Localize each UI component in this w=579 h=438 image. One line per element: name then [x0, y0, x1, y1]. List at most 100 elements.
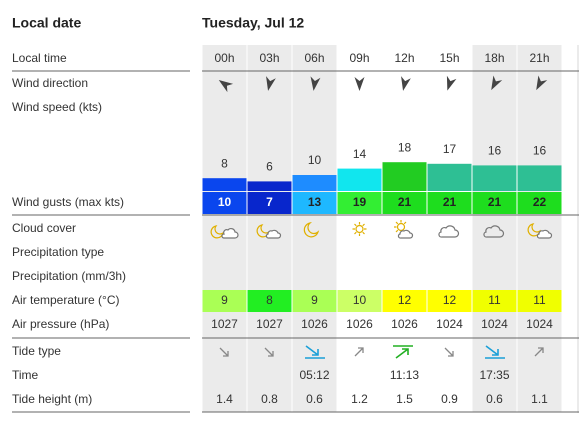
gust-value: 21	[398, 195, 412, 209]
night-column	[202, 45, 247, 412]
tide-height: 1.2	[351, 392, 368, 406]
wind-direction-arrows	[218, 75, 548, 93]
row-label: Wind direction	[12, 76, 88, 90]
tide-time: 05:12	[299, 368, 329, 382]
date: Tuesday, Jul 12	[202, 15, 304, 31]
tide-arrows	[219, 345, 544, 359]
wind-speed-label: 17	[443, 142, 457, 156]
low-tide-arrow	[485, 345, 505, 359]
temperature-value: 8	[266, 293, 273, 307]
night-column	[247, 45, 292, 412]
pressure-value: 1026	[346, 317, 373, 331]
hour-label: 21h	[529, 51, 549, 65]
night-column	[472, 45, 517, 412]
row-label: Time	[12, 368, 39, 382]
temperature-value: 11	[488, 293, 501, 307]
temperature-cell	[517, 290, 562, 312]
date-label: Local date	[12, 15, 81, 31]
temperature-value: 9	[221, 293, 228, 307]
row-label: Wind gusts (max kts)	[12, 195, 124, 209]
wind-arrow	[536, 75, 548, 91]
cloud-icon	[536, 229, 553, 239]
gust-cell	[247, 192, 292, 214]
sun-icon	[394, 220, 407, 233]
wind-speed-label: 18	[398, 140, 412, 154]
temperature-cell	[247, 290, 292, 312]
gust-cell	[427, 192, 472, 214]
gust-cell	[382, 192, 427, 214]
tide-arrow	[264, 347, 274, 357]
temperature-cell	[202, 290, 247, 312]
row-label: Tide height (m)	[12, 392, 92, 406]
tide-arrow	[354, 347, 364, 357]
wind-speed-label: 10	[308, 153, 322, 167]
gust-value: 10	[218, 195, 232, 209]
wind-arrow	[218, 79, 234, 93]
gust-cell	[517, 192, 562, 214]
hour-label: 12h	[394, 51, 414, 65]
pressure-value: 1024	[481, 317, 508, 331]
temperature-cell	[337, 290, 382, 312]
hour-label: 06h	[304, 51, 324, 65]
hour-label: 03h	[259, 51, 279, 65]
tide-height: 0.8	[261, 392, 278, 406]
row-label: Wind speed (kts)	[12, 100, 102, 114]
gust-cell	[472, 192, 517, 214]
tide-arrow	[534, 347, 544, 357]
gust-cell	[292, 192, 337, 214]
sun-icon	[352, 222, 367, 236]
cloud-icon	[221, 228, 239, 239]
wind-speed-bar	[382, 162, 427, 191]
tide-height: 0.9	[441, 392, 458, 406]
temperature-value: 12	[398, 293, 412, 307]
gust-value: 22	[533, 195, 547, 209]
wind-speed-bar	[337, 168, 382, 191]
temperature-value: 9	[311, 293, 318, 307]
temperature-cell	[472, 290, 517, 312]
wind-arrow	[446, 75, 457, 91]
gust-cell	[337, 192, 382, 214]
pressure-value: 1026	[391, 317, 418, 331]
night-column	[292, 45, 337, 412]
tide-arrow	[219, 347, 229, 357]
gust-value: 19	[353, 195, 367, 209]
wind-speed-label: 14	[353, 147, 367, 161]
moon-icon	[303, 221, 320, 238]
wind-arrow	[491, 75, 503, 91]
column-backgrounds	[202, 45, 562, 412]
row-label: Air pressure (hPa)	[12, 317, 109, 331]
tide-time: 11:13	[390, 368, 419, 382]
row-label: Precipitation (mm/3h)	[12, 269, 126, 283]
row-label: Air temperature (°C)	[12, 293, 120, 307]
tide-height: 1.4	[216, 392, 233, 406]
wind-speed-bar	[517, 165, 562, 191]
cloud-icon	[438, 225, 460, 238]
wind-speed-bar	[202, 178, 247, 191]
wind-arrow	[354, 77, 365, 91]
temperature-value: 12	[443, 293, 457, 307]
temperature-cell	[382, 290, 427, 312]
cloud-icon	[483, 225, 505, 238]
gust-value: 7	[266, 195, 273, 209]
tide-time: 17:35	[479, 368, 509, 382]
hour-label: 18h	[484, 51, 504, 65]
pressure-value: 1026	[301, 317, 328, 331]
wind-speed-label: 16	[488, 144, 502, 158]
tide-height: 0.6	[486, 392, 503, 406]
pressure-value: 1024	[526, 317, 553, 331]
tide-height: 1.1	[531, 392, 548, 406]
temperature-value: 11	[533, 293, 546, 307]
wind-speed-label: 16	[533, 144, 547, 158]
low-tide-arrow	[305, 345, 325, 359]
tide-height: 1.5	[396, 392, 413, 406]
temperature-cell	[292, 290, 337, 312]
pressure-value: 1027	[211, 317, 238, 331]
cloud-icons	[210, 220, 553, 239]
row-label: Tide type	[12, 344, 61, 358]
cloud-icon	[265, 229, 282, 239]
temperature-cell	[427, 290, 472, 312]
cloud-icon	[397, 229, 414, 239]
gust-value: 13	[308, 195, 322, 209]
wind-speed-bar	[247, 181, 292, 191]
